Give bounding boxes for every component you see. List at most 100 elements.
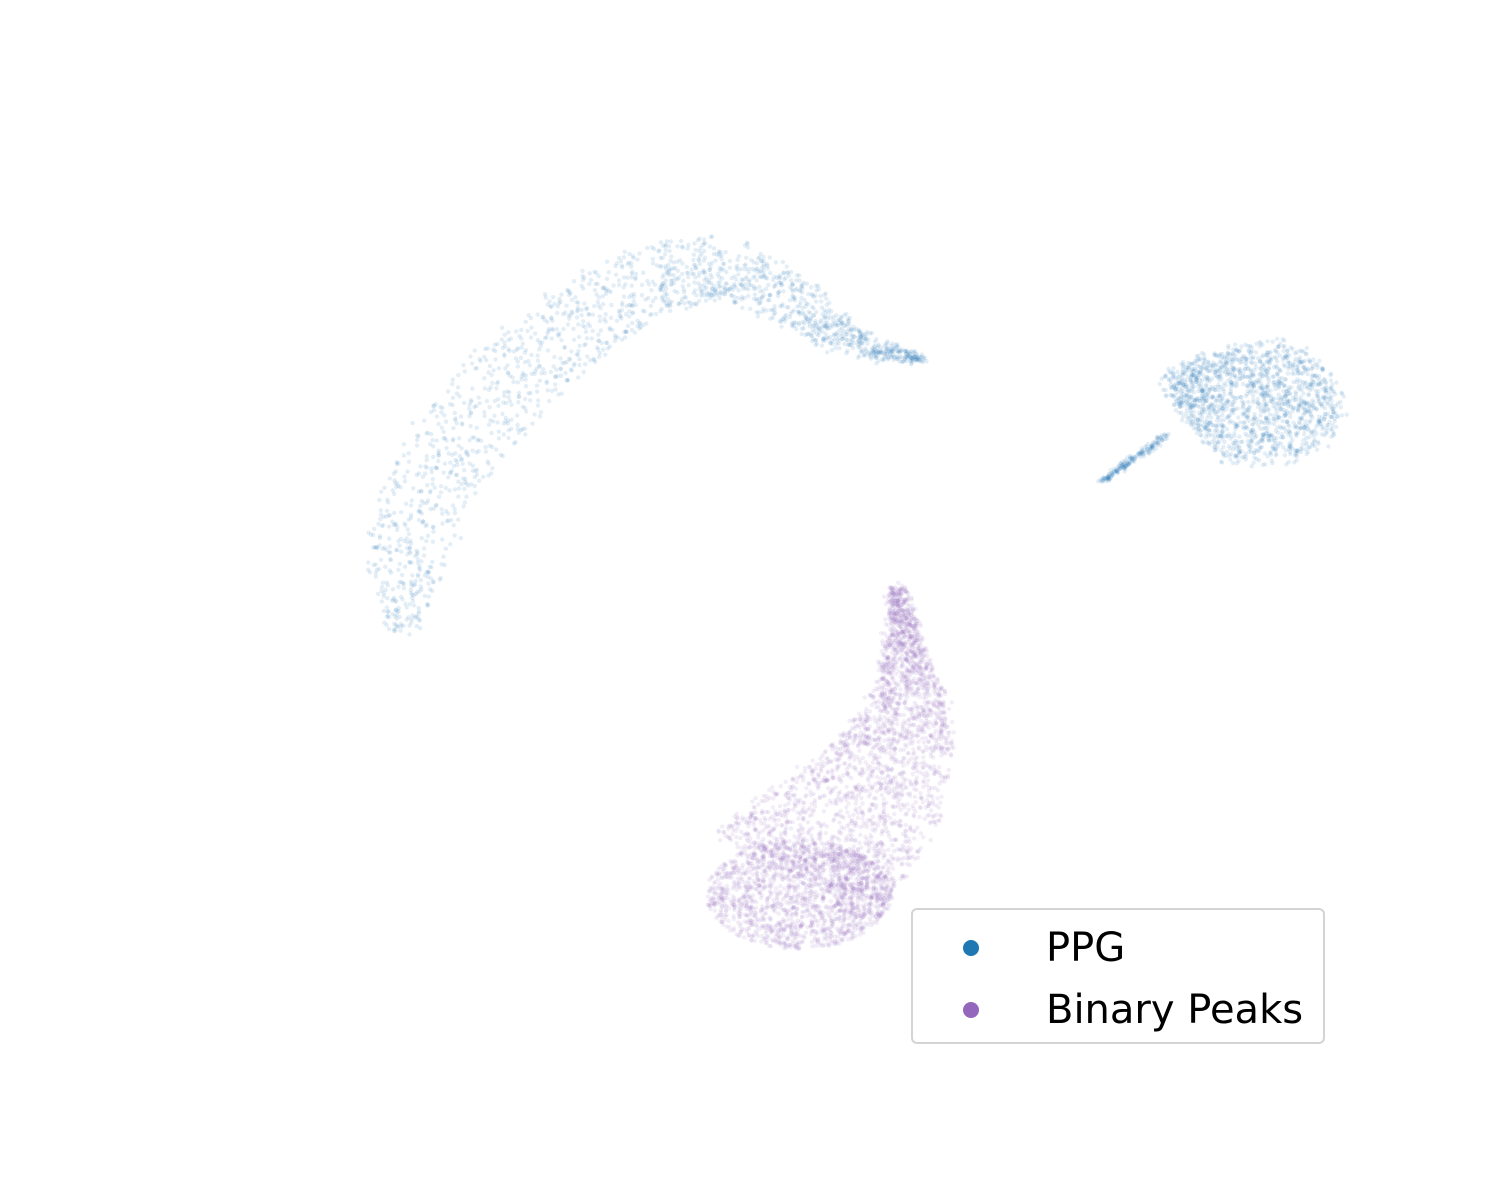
- scatter-point: [1173, 387, 1178, 392]
- scatter-point: [1241, 404, 1246, 409]
- scatter-point: [401, 453, 407, 458]
- scatter-point: [914, 356, 919, 362]
- scatter-point: [830, 322, 835, 327]
- scatter-point: [1209, 395, 1214, 400]
- scatter-point: [1263, 431, 1269, 436]
- scatter-point: [1177, 380, 1182, 385]
- scatter-point: [1174, 384, 1179, 389]
- scatter-point: [824, 802, 829, 808]
- scatter-point: [451, 463, 457, 469]
- scatter-point: [870, 814, 876, 819]
- scatter-point: [550, 294, 556, 300]
- scatter-point: [1312, 428, 1317, 433]
- scatter-point: [791, 308, 797, 313]
- scatter-point: [414, 552, 420, 557]
- scatter-point: [468, 411, 474, 416]
- scatter-point: [828, 340, 833, 345]
- scatter-point: [1249, 437, 1255, 442]
- scatter-point: [668, 278, 674, 283]
- scatter-point: [523, 373, 529, 378]
- scatter-point: [613, 263, 618, 269]
- scatter-point: [1193, 374, 1198, 379]
- scatter-point: [591, 356, 596, 361]
- scatter-point: [727, 835, 732, 841]
- scatter-point: [582, 343, 587, 348]
- scatter-point: [496, 436, 502, 441]
- scatter-point: [668, 272, 673, 277]
- scatter-point: [1189, 386, 1195, 391]
- scatter-point: [711, 251, 717, 257]
- scatter-point: [387, 476, 392, 481]
- scatter-point: [813, 299, 819, 304]
- scatter-point: [1267, 360, 1272, 365]
- scatter-point: [760, 309, 765, 314]
- scatter-point: [1313, 373, 1319, 378]
- scatter-point: [428, 432, 434, 437]
- scatter-point: [514, 329, 519, 334]
- scatter-point: [1276, 392, 1281, 397]
- scatter-point: [801, 280, 806, 286]
- scatter-point: [821, 822, 827, 827]
- scatter-point: [1316, 381, 1321, 387]
- scatter-point: [1236, 415, 1241, 420]
- scatter-point: [1236, 349, 1241, 354]
- scatter-point: [384, 547, 389, 552]
- scatter-point: [924, 747, 929, 753]
- scatter-point: [1191, 384, 1196, 389]
- scatter-point: [486, 422, 492, 427]
- scatter-point: [904, 358, 909, 364]
- scatter-point: [1230, 461, 1236, 466]
- scatter-point: [487, 363, 493, 369]
- scatter-point: [1280, 399, 1285, 405]
- scatter-point: [1180, 369, 1185, 374]
- scatter-point: [1202, 352, 1207, 357]
- scatter-point: [651, 246, 657, 252]
- scatter-point: [390, 597, 396, 602]
- scatter-point: [788, 278, 794, 283]
- scatter-point: [861, 348, 866, 353]
- scatter-point: [1209, 363, 1214, 368]
- scatter-point: [426, 570, 432, 575]
- scatter-point: [584, 307, 589, 312]
- scatter-point: [1301, 423, 1306, 428]
- scatter-point: [1206, 428, 1211, 433]
- scatter-point: [783, 275, 788, 280]
- scatter-point: [1197, 410, 1202, 415]
- scatter-point: [1241, 420, 1246, 425]
- scatter-point: [819, 343, 825, 348]
- scatter-point: [1185, 390, 1190, 395]
- scatter-point: [1255, 380, 1261, 385]
- scatter-point: [1276, 401, 1282, 406]
- scatter-point: [518, 355, 524, 360]
- scatter-point: [579, 313, 584, 318]
- scatter-point: [664, 301, 669, 306]
- scatter-point: [796, 320, 801, 325]
- scatter-point: [845, 322, 850, 327]
- scatter-point: [506, 347, 511, 352]
- scatter-point: [738, 282, 744, 288]
- scatter-point: [683, 295, 688, 300]
- scatter-point: [462, 468, 467, 473]
- scatter-point: [558, 356, 563, 361]
- scatter-point: [751, 286, 757, 291]
- scatter-point: [1218, 433, 1223, 439]
- scatter-point: [657, 248, 662, 253]
- scatter-point: [795, 309, 801, 314]
- scatter-point: [1199, 350, 1205, 356]
- scatter-point: [502, 344, 508, 349]
- scatter-point: [448, 542, 453, 547]
- scatter-point: [626, 260, 632, 265]
- scatter-point: [632, 330, 637, 335]
- scatter-point: [646, 295, 651, 301]
- scatter-point: [1317, 378, 1322, 383]
- scatter-point: [794, 326, 799, 332]
- scatter-point: [716, 281, 721, 286]
- scatter-point: [1216, 385, 1221, 390]
- scatter-point: [639, 282, 645, 288]
- scatter-point: [897, 350, 903, 355]
- scatter-point: [916, 355, 921, 360]
- scatter-point: [1282, 338, 1287, 343]
- scatter-point: [1208, 368, 1213, 373]
- scatter-point: [587, 281, 592, 286]
- scatter-point: [391, 522, 396, 527]
